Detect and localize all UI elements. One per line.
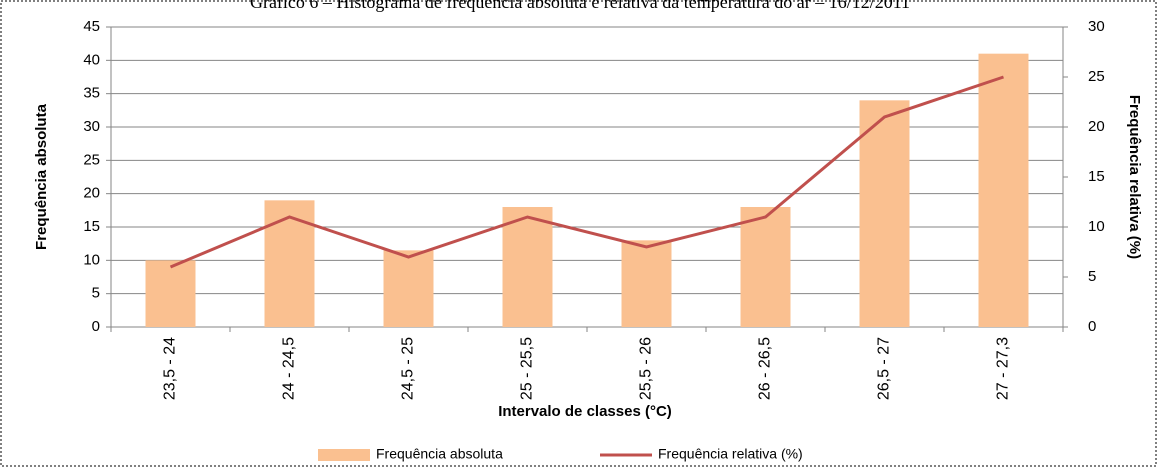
bar [502, 207, 553, 327]
y2-tick-label: 30 [1088, 18, 1105, 35]
y-tick-label: 10 [83, 251, 100, 268]
y-tick-label: 25 [83, 151, 100, 168]
y-tick-label: 5 [92, 285, 100, 302]
legend-label: Frequência relativa (%) [658, 446, 803, 462]
y-tick-label: 0 [92, 318, 100, 335]
x-tick-label: 26,5 - 27 [876, 337, 893, 400]
legend-label: Frequência absoluta [376, 446, 503, 462]
x-tick-label: 24 - 24,5 [281, 337, 298, 400]
x-tick-label: 26 - 26,5 [757, 337, 774, 400]
y-tick-label: 15 [83, 218, 100, 235]
y-tick-label: 40 [83, 51, 100, 68]
line [169, 75, 1004, 269]
legend-swatch [318, 449, 370, 461]
y2-tick-label: 10 [1088, 218, 1105, 235]
bar [740, 207, 791, 327]
y2-tick-label: 20 [1088, 118, 1105, 135]
bar [383, 250, 434, 327]
x-tick-label: 24,5 - 25 [400, 337, 417, 400]
bar [621, 240, 672, 327]
y-tick-label: 30 [83, 118, 100, 135]
x-tick-label: 27 - 27,3 [995, 337, 1012, 400]
x-tick-label: 23,5 - 24 [162, 337, 179, 400]
x-tick-label: 25 - 25,5 [519, 337, 536, 400]
y2-tick-label: 0 [1088, 318, 1096, 335]
chart-title: Gráfico 6 – Histograma de frequência abs… [250, 0, 910, 12]
x-axis-title: Intervalo de classes (°C) [498, 403, 672, 420]
y2-tick-label: 15 [1088, 168, 1105, 185]
y-tick-label: 35 [83, 85, 100, 102]
y2-tick-label: 25 [1088, 68, 1105, 85]
y-tick-label: 20 [83, 185, 100, 202]
bar [264, 200, 315, 327]
y-axis-title: Frequência absoluta [33, 103, 50, 250]
bar [145, 260, 196, 327]
y2-axis-title: Frequência relativa (%) [1126, 95, 1143, 259]
x-tick-label: 25,5 - 26 [638, 337, 655, 400]
y2-tick-label: 5 [1088, 268, 1096, 285]
y-tick-label: 45 [83, 18, 100, 35]
bar [859, 100, 910, 327]
bar [978, 53, 1029, 328]
